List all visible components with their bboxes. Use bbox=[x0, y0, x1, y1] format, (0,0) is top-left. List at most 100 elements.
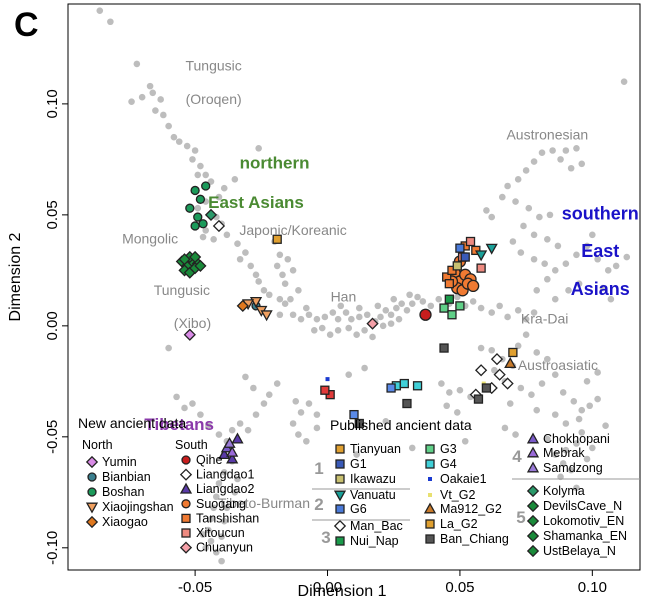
modern-population-point bbox=[165, 344, 172, 352]
point-vanuatu bbox=[485, 243, 498, 255]
region-label: Asians bbox=[571, 279, 630, 299]
modern-population-point bbox=[551, 411, 559, 418]
modern-population-point bbox=[573, 251, 580, 259]
modern-population-point bbox=[353, 451, 360, 458]
modern-population-point bbox=[313, 411, 321, 418]
modern-population-point bbox=[236, 420, 244, 427]
modern-population-point bbox=[443, 402, 450, 410]
modern-population-point bbox=[427, 302, 435, 310]
modern-population-point bbox=[491, 366, 498, 374]
modern-population-point bbox=[326, 331, 334, 339]
legend-label-lokomotiv-en: Lokomotiv_EN bbox=[543, 514, 624, 528]
x-tick-label: 0.05 bbox=[445, 579, 474, 596]
region-label: Mongolic bbox=[122, 231, 178, 247]
region-label: Han bbox=[331, 288, 357, 304]
modern-population-point bbox=[517, 384, 525, 392]
point-tianyuan bbox=[272, 234, 282, 244]
legend-label-tianyuan: Tianyuan bbox=[350, 442, 401, 456]
modern-population-point bbox=[559, 389, 567, 396]
modern-population-point bbox=[594, 255, 601, 263]
legend-label-vt-g2: Vt_G2 bbox=[440, 488, 475, 502]
modern-population-point bbox=[562, 147, 570, 154]
point-xitoucun bbox=[476, 263, 486, 273]
modern-population-point bbox=[594, 369, 601, 376]
modern-population-point bbox=[559, 460, 567, 467]
modern-population-point bbox=[551, 295, 559, 303]
modern-population-point bbox=[345, 371, 353, 378]
modern-population-point bbox=[342, 309, 350, 316]
region-label: southern bbox=[562, 203, 639, 223]
modern-population-point bbox=[435, 295, 443, 303]
legend-marker-oakaie1 bbox=[428, 477, 432, 481]
modern-population-point bbox=[406, 291, 413, 299]
modern-population-point bbox=[215, 193, 223, 201]
modern-population-point bbox=[250, 384, 257, 392]
modern-population-point bbox=[194, 171, 202, 179]
legend-label-mebrak: Mebrak bbox=[543, 446, 585, 460]
modern-population-point bbox=[533, 287, 541, 294]
modern-population-point bbox=[297, 409, 305, 416]
modern-population-point bbox=[183, 142, 191, 150]
region-label: Tungusic bbox=[154, 282, 210, 298]
modern-population-point bbox=[557, 473, 564, 481]
legend-label-ustbelaya-n: UstBelaya_N bbox=[543, 544, 616, 558]
modern-population-point bbox=[252, 271, 260, 279]
modern-population-point bbox=[382, 307, 390, 314]
modern-population-point bbox=[170, 133, 178, 141]
legend-marker-yumin bbox=[85, 455, 99, 469]
modern-population-point bbox=[551, 371, 559, 378]
modern-population-point bbox=[530, 158, 538, 165]
legend-marker-g3 bbox=[425, 444, 435, 454]
modern-population-point bbox=[599, 284, 607, 292]
legend-group-number-4: 4 bbox=[512, 447, 522, 466]
modern-population-point bbox=[589, 444, 596, 452]
modern-population-point bbox=[202, 171, 210, 179]
legend-marker-man-bac bbox=[333, 519, 347, 533]
legend-published-title: Published ancient data bbox=[330, 417, 472, 433]
modern-population-point bbox=[276, 311, 284, 319]
modern-population-point bbox=[197, 162, 204, 170]
modern-population-point bbox=[295, 431, 302, 438]
modern-population-point bbox=[128, 98, 135, 105]
modern-population-point bbox=[138, 93, 146, 101]
modern-population-point bbox=[533, 349, 541, 356]
modern-population-point bbox=[562, 260, 570, 267]
modern-population-point bbox=[260, 400, 268, 407]
modern-population-point bbox=[369, 333, 376, 341]
point-g3 bbox=[455, 301, 465, 311]
region-label: Japonic/Koreanic bbox=[239, 222, 346, 238]
modern-population-point bbox=[575, 415, 583, 423]
modern-population-point bbox=[334, 326, 342, 334]
point-boshan bbox=[185, 203, 195, 213]
legend-marker-g6 bbox=[335, 504, 345, 514]
modern-population-point bbox=[207, 515, 215, 523]
y-axis-title: Dimension 2 bbox=[7, 232, 24, 321]
modern-population-point bbox=[520, 222, 527, 230]
point-liangdao2 bbox=[226, 452, 239, 464]
x-axis-title: Dimension 1 bbox=[298, 583, 387, 600]
modern-population-point bbox=[544, 435, 551, 443]
modern-population-point bbox=[199, 233, 207, 241]
modern-population-point bbox=[165, 122, 172, 130]
legend-marker-xiaogao bbox=[85, 515, 99, 529]
legend-marker-mebrak bbox=[526, 446, 540, 458]
legend-label-xiaogao: Xiaogao bbox=[102, 515, 148, 529]
modern-population-point bbox=[207, 537, 215, 545]
panel-label: C bbox=[14, 6, 39, 44]
modern-population-point bbox=[281, 300, 289, 307]
modern-population-point bbox=[305, 311, 313, 319]
legend-label-suogang: Suogang bbox=[196, 497, 246, 511]
legend-marker-devilscave-n bbox=[526, 499, 540, 513]
modern-population-point bbox=[488, 346, 496, 354]
point-man-bac bbox=[490, 353, 504, 366]
legend-marker-bianbian bbox=[87, 472, 97, 482]
legend-marker-g4 bbox=[425, 459, 435, 469]
modern-population-point bbox=[273, 380, 281, 387]
modern-population-point bbox=[287, 295, 294, 303]
modern-population-point bbox=[578, 429, 586, 436]
modern-population-point bbox=[496, 302, 503, 310]
modern-population-point bbox=[334, 315, 342, 323]
modern-population-point bbox=[215, 431, 223, 438]
modern-population-point bbox=[377, 313, 384, 321]
legend-marker-qihe bbox=[181, 455, 191, 465]
